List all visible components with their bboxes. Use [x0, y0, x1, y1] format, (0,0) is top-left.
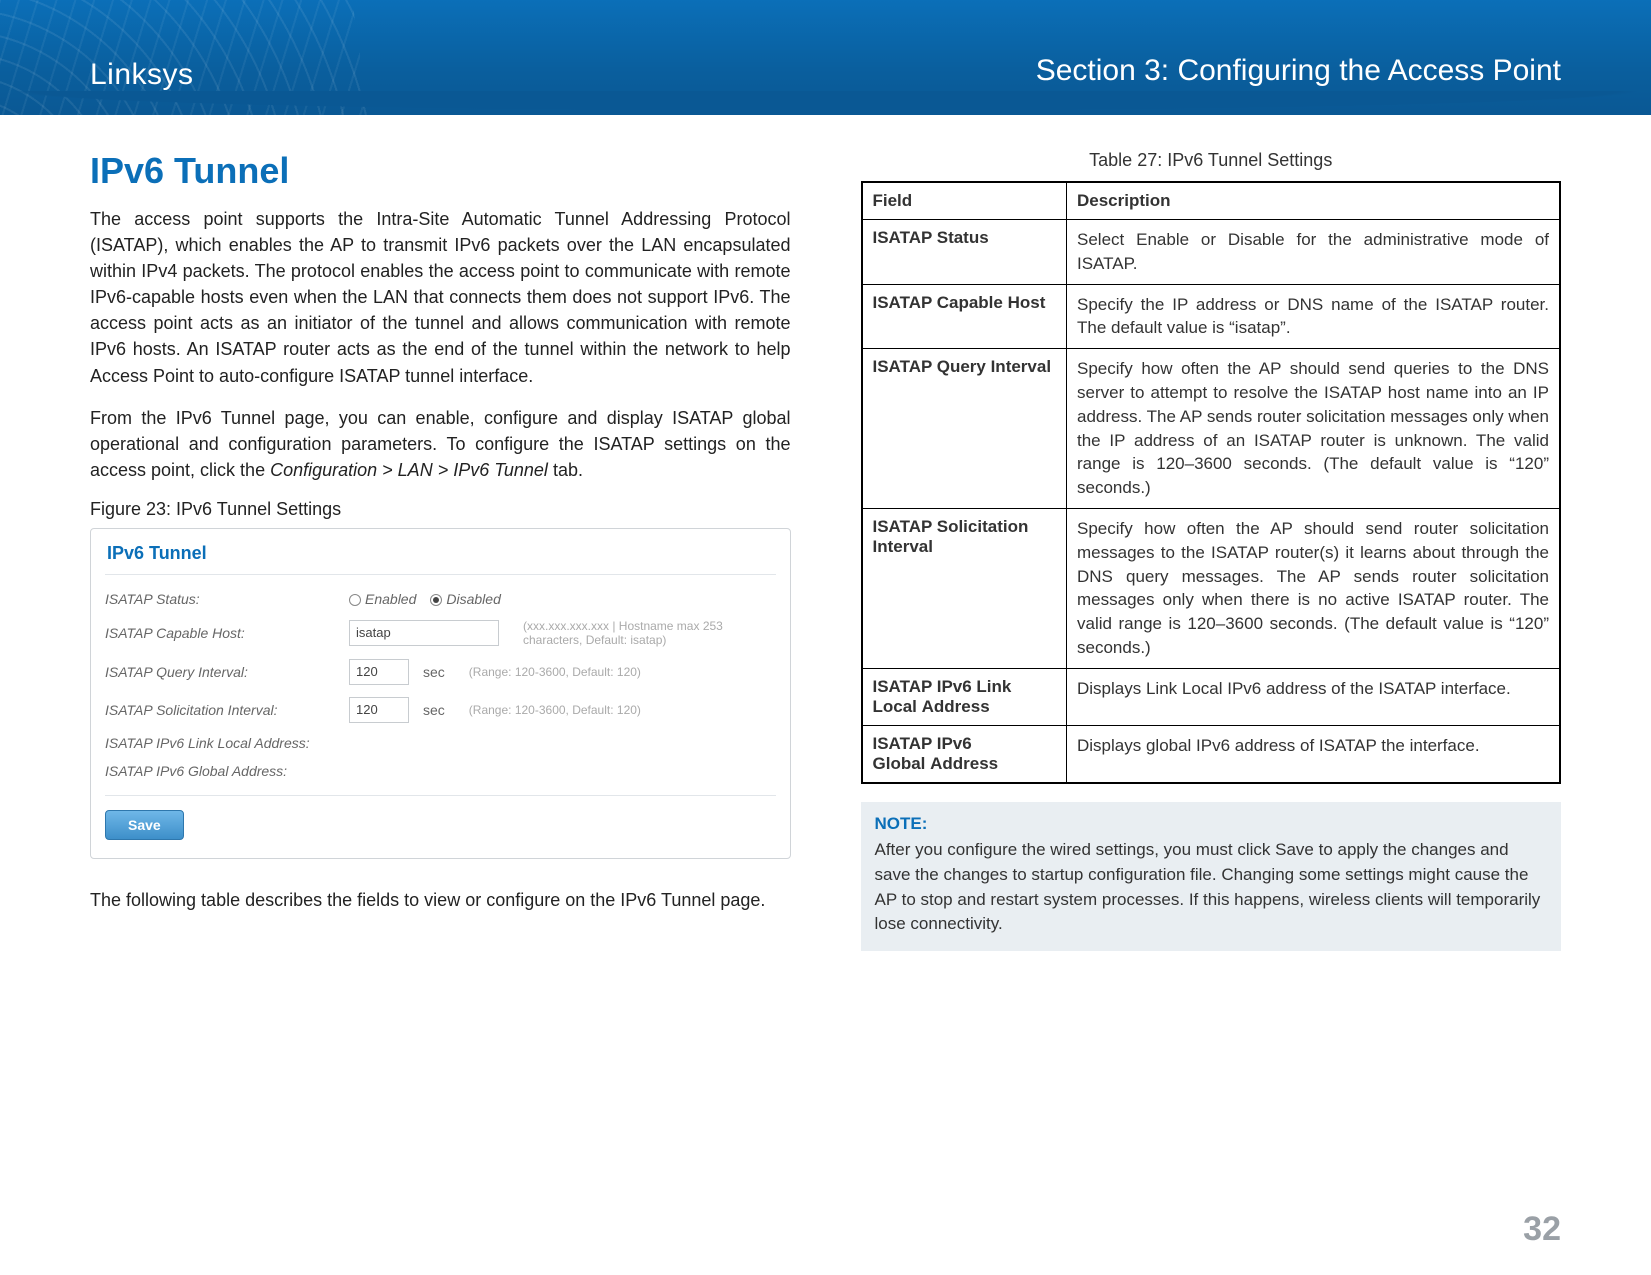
- cell-field: ISATAP Status: [862, 220, 1067, 285]
- cell-field: ISATAP Solicitation Interval: [862, 508, 1067, 668]
- table-row: ISATAP Status Select Enable or Disable f…: [862, 220, 1561, 285]
- table-row: ISATAP Capable Host Specify the IP addre…: [862, 284, 1561, 349]
- page-title: IPv6 Tunnel: [90, 150, 791, 192]
- cell-desc: Displays global IPv6 address of ISATAP t…: [1067, 725, 1561, 783]
- page: Linksys Section 3: Configuring the Acces…: [0, 0, 1651, 1275]
- host-hint: (xxx.xxx.xxx.xxx | Hostname max 253 char…: [523, 619, 776, 647]
- col-description: Description: [1067, 182, 1561, 220]
- figure-caption: Figure 23: IPv6 Tunnel Settings: [90, 499, 791, 520]
- intro-paragraph-1: The access point supports the Intra-Site…: [90, 206, 791, 389]
- panel-divider: [105, 574, 776, 575]
- host-label: ISATAP Capable Host:: [105, 625, 335, 641]
- table-intro-paragraph: The following table describes the fields…: [90, 887, 791, 913]
- solicit-input[interactable]: [349, 697, 409, 723]
- note-body: After you configure the wired settings, …: [875, 838, 1548, 937]
- radio-disabled[interactable]: Disabled: [430, 591, 500, 607]
- cell-desc: Specify how often the AP should send que…: [1067, 349, 1561, 509]
- right-column: Table 27: IPv6 Tunnel Settings Field Des…: [861, 150, 1562, 1215]
- radio-enabled[interactable]: Enabled: [349, 591, 416, 607]
- header-banner: Linksys Section 3: Configuring the Acces…: [0, 0, 1651, 115]
- section-title: Section 3: Configuring the Access Point: [1036, 54, 1561, 88]
- row-solicitation-interval: ISATAP Solicitation Interval: sec (Range…: [105, 691, 776, 729]
- query-label: ISATAP Query Interval:: [105, 664, 335, 680]
- cell-field: ISATAP Capable Host: [862, 284, 1067, 349]
- row-link-local: ISATAP IPv6 Link Local Address:: [105, 729, 776, 757]
- query-unit: sec: [423, 664, 445, 680]
- cell-desc: Specify how often the AP should send rou…: [1067, 508, 1561, 668]
- radio-disabled-label: Disabled: [446, 591, 500, 607]
- para2-part-c: tab.: [548, 460, 583, 480]
- cell-field: ISATAP Query Interval: [862, 349, 1067, 509]
- table-row: ISATAP IPv6 Global Address Displays glob…: [862, 725, 1561, 783]
- row-isatap-status: ISATAP Status: Enabled Disabled: [105, 585, 776, 613]
- cell-desc: Select Enable or Disable for the adminis…: [1067, 220, 1561, 285]
- query-input[interactable]: [349, 659, 409, 685]
- radio-enabled-label: Enabled: [365, 591, 416, 607]
- table-row: ISATAP Solicitation Interval Specify how…: [862, 508, 1561, 668]
- page-number: 32: [1523, 1210, 1561, 1249]
- query-hint: (Range: 120-3600, Default: 120): [469, 665, 641, 679]
- ipv6-tunnel-screenshot: IPv6 Tunnel ISATAP Status: Enabled Disab…: [90, 528, 791, 859]
- cell-field: ISATAP IPv6 Global Address: [862, 725, 1067, 783]
- table-row: ISATAP Query Interval Specify how often …: [862, 349, 1561, 509]
- panel-title: IPv6 Tunnel: [107, 543, 776, 564]
- row-query-interval: ISATAP Query Interval: sec (Range: 120-3…: [105, 653, 776, 691]
- content-area: IPv6 Tunnel The access point supports th…: [90, 150, 1561, 1215]
- brand-text: Linksys: [90, 58, 194, 92]
- note-title: NOTE:: [875, 812, 1548, 837]
- solicit-hint: (Range: 120-3600, Default: 120): [469, 703, 641, 717]
- link-local-label: ISATAP IPv6 Link Local Address:: [105, 735, 335, 751]
- solicit-label: ISATAP Solicitation Interval:: [105, 702, 335, 718]
- left-column: IPv6 Tunnel The access point supports th…: [90, 150, 791, 1215]
- panel-divider-bottom: [105, 795, 776, 796]
- table-caption: Table 27: IPv6 Tunnel Settings: [861, 150, 1562, 171]
- note-box: NOTE: After you configure the wired sett…: [861, 802, 1562, 951]
- save-button[interactable]: Save: [105, 810, 184, 840]
- cell-desc: Displays Link Local IPv6 address of the …: [1067, 668, 1561, 725]
- save-row: Save: [105, 810, 776, 840]
- cell-field: ISATAP IPv6 Link Local Address: [862, 668, 1067, 725]
- col-field: Field: [862, 182, 1067, 220]
- solicit-unit: sec: [423, 702, 445, 718]
- table-header-row: Field Description: [862, 182, 1561, 220]
- row-global-address: ISATAP IPv6 Global Address:: [105, 757, 776, 785]
- settings-table: Field Description ISATAP Status Select E…: [861, 181, 1562, 784]
- host-input[interactable]: [349, 620, 499, 646]
- global-addr-label: ISATAP IPv6 Global Address:: [105, 763, 335, 779]
- table-row: ISATAP IPv6 Link Local Address Displays …: [862, 668, 1561, 725]
- row-capable-host: ISATAP Capable Host: (xxx.xxx.xxx.xxx | …: [105, 613, 776, 653]
- breadcrumb-path: Configuration > LAN > IPv6 Tunnel: [270, 460, 548, 480]
- cell-desc: Specify the IP address or DNS name of th…: [1067, 284, 1561, 349]
- status-label: ISATAP Status:: [105, 591, 335, 607]
- intro-paragraph-2: From the IPv6 Tunnel page, you can enabl…: [90, 405, 791, 483]
